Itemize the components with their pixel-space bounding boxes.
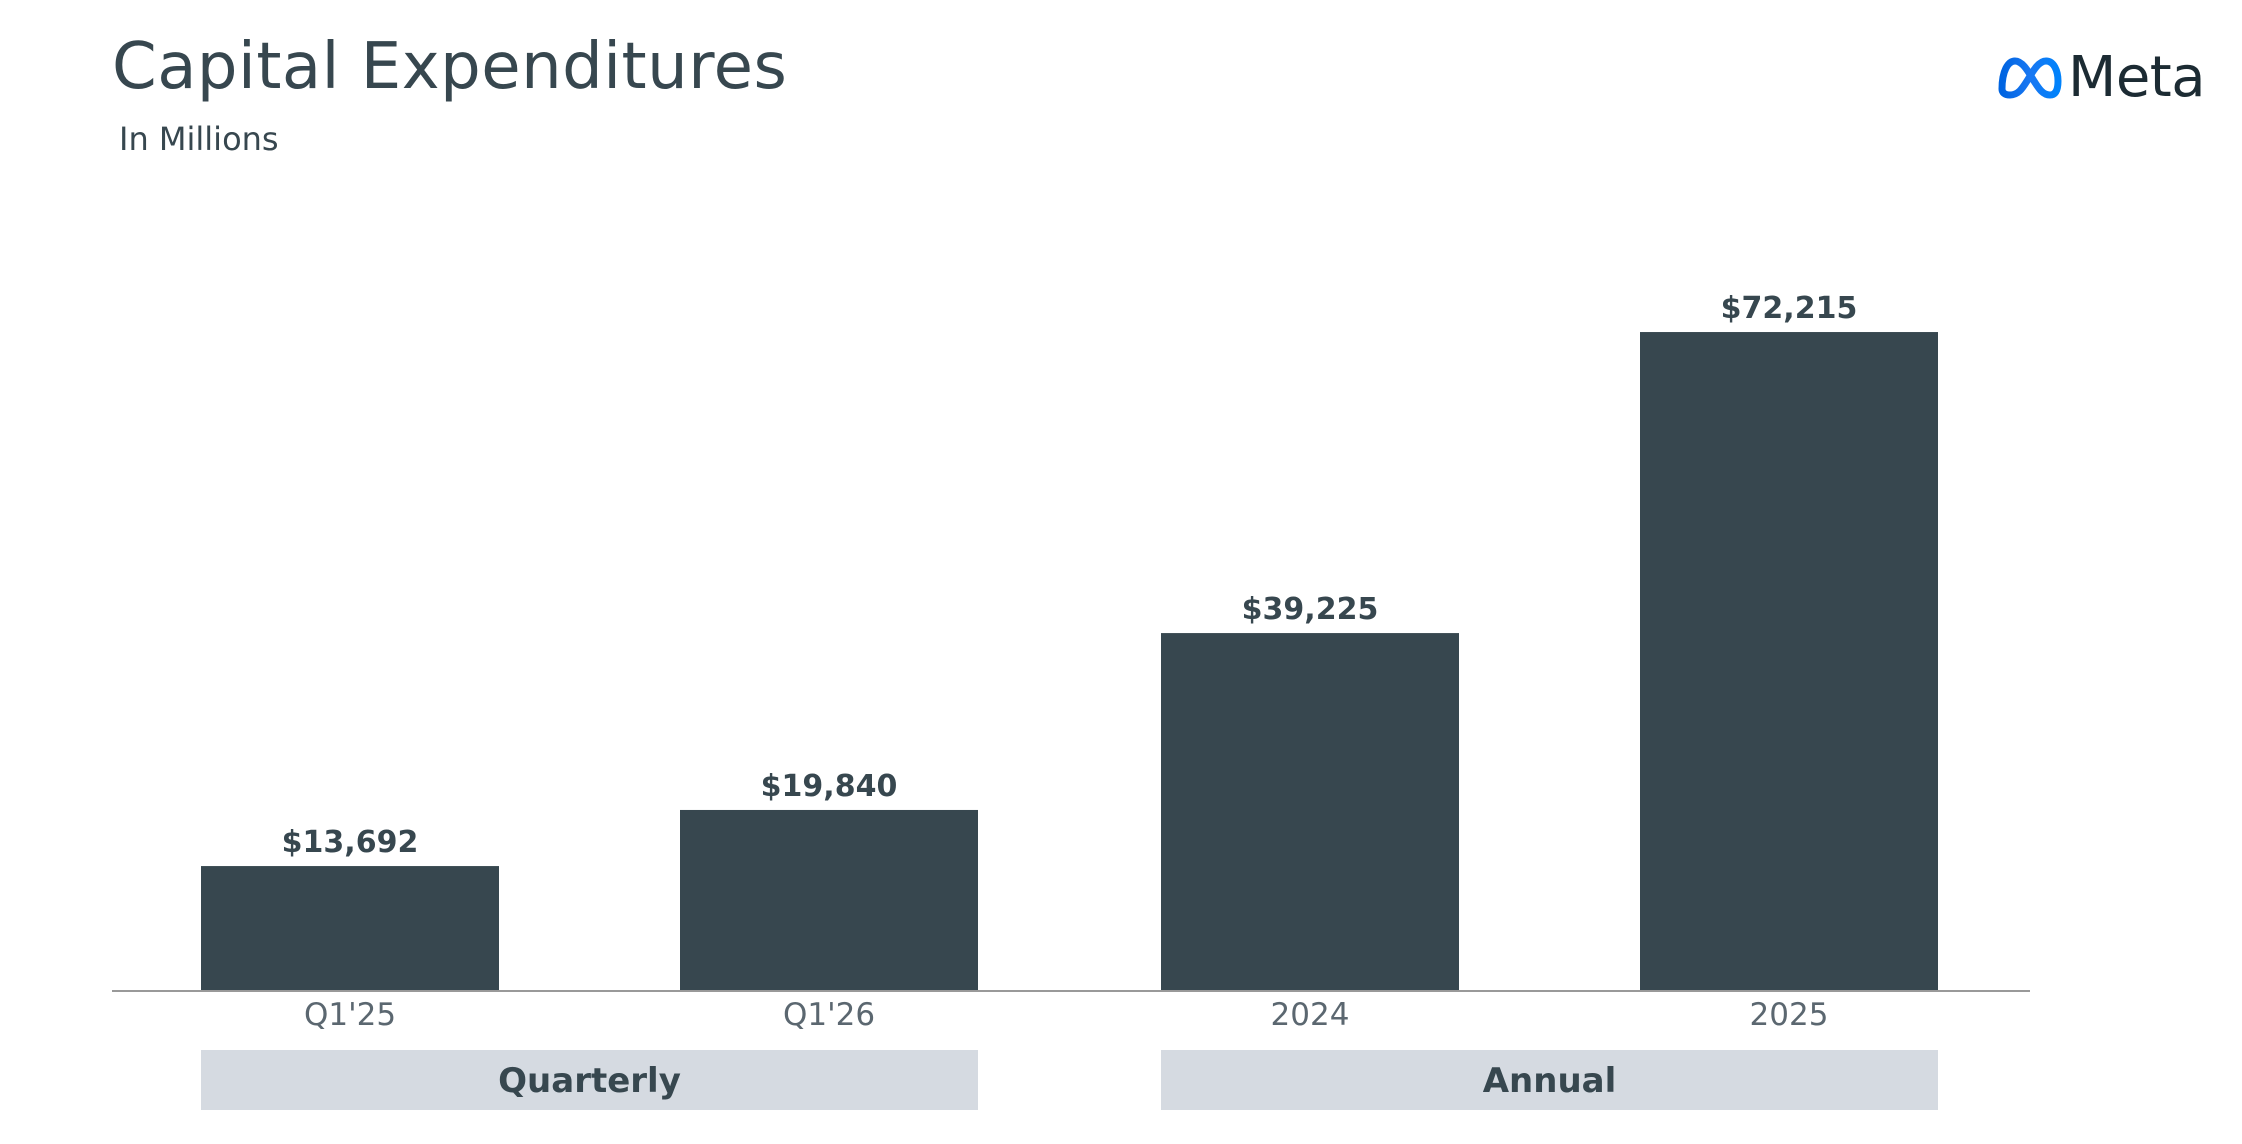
tick-label-q1-25: Q1'25 xyxy=(304,997,396,1033)
data-label-2025: $72,215 xyxy=(1721,291,1858,326)
tick-label-q1-26: Q1'26 xyxy=(783,997,875,1033)
tick-label-2024: 2024 xyxy=(1271,997,1350,1033)
chart-subtitle: In Millions xyxy=(119,120,279,158)
group-box-annual xyxy=(1161,1050,1938,1110)
meta-logo: Meta xyxy=(1996,45,2206,110)
group-box-quarterly xyxy=(201,1050,978,1110)
tick-label-2025: 2025 xyxy=(1750,997,1829,1033)
data-label-q1-25: $13,692 xyxy=(282,825,419,860)
bar-2025 xyxy=(1640,332,1938,992)
bar-2024 xyxy=(1161,633,1459,991)
bar-q1-26 xyxy=(680,809,978,991)
bar-q1-25 xyxy=(201,866,499,991)
meta-logo-text: Meta xyxy=(2068,45,2206,110)
group-label-annual: Annual xyxy=(1483,1061,1617,1101)
meta-infinity-icon xyxy=(1998,57,2062,99)
groups-layer: Quarterly Annual xyxy=(201,1050,1938,1110)
data-label-2024: $39,225 xyxy=(1242,592,1379,627)
bars-layer xyxy=(201,332,1938,992)
labels-layer: $13,692 Q1'25 $19,840 Q1'26 $39,225 2024 $72,2… xyxy=(282,291,1858,1033)
chart-title: Capital Expenditures xyxy=(112,30,788,104)
group-label-quarterly: Quarterly xyxy=(498,1061,681,1101)
data-label-q1-26: $19,840 xyxy=(761,769,898,804)
